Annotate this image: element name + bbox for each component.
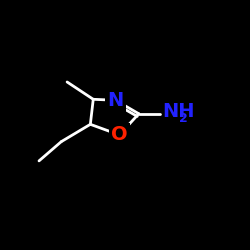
Text: 2: 2 xyxy=(178,112,187,125)
Text: NH: NH xyxy=(162,102,194,121)
Text: N: N xyxy=(108,91,124,110)
Text: O: O xyxy=(111,126,128,144)
